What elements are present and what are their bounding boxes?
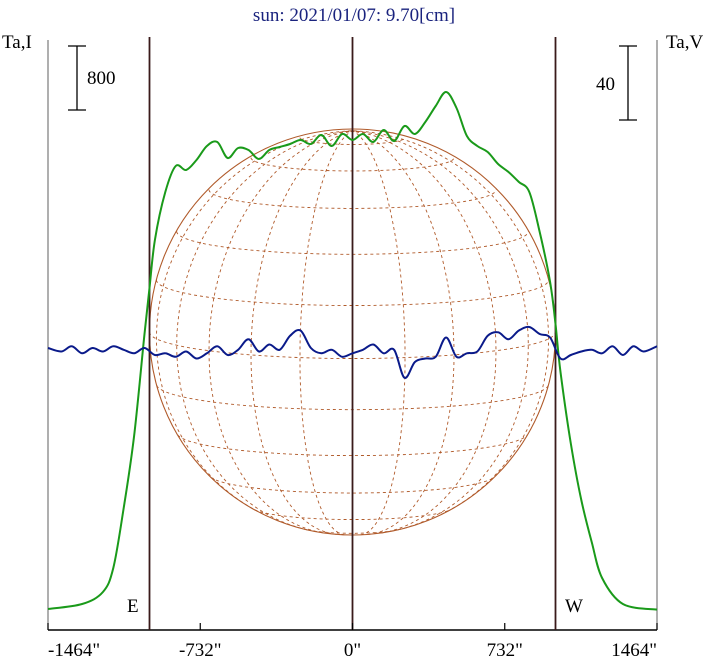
disk-meridian [176,130,353,531]
east-limb-label: E [127,596,139,617]
disk-parallel [299,137,406,145]
x-tick-label: 1464" [611,640,657,661]
x-tick-label: -1464" [48,640,100,661]
disk-parallel [149,331,556,359]
disk-parallel [210,476,495,494]
x-tick-label: 0" [344,640,361,661]
left-scale-bar: 800 [68,45,116,111]
left-axis-label: Ta,I [2,32,32,53]
disk-meridian [155,130,353,515]
chart-title: sun: 2021/01/07: 9.70[cm] [253,5,455,26]
disk-meridian [208,130,353,534]
limb-lines [148,37,557,630]
disk-meridian [352,130,529,531]
intensity-series-line [47,91,658,611]
disk-parallel [208,189,497,209]
polarization-series-line [47,325,658,379]
x-tick-label: -732" [179,640,222,661]
disk-meridian [299,130,353,536]
disk-meridian [352,130,550,515]
right-scale-bar: 40 [596,45,637,121]
disk-meridian [352,130,497,534]
left-scale-bar-label: 800 [87,68,116,89]
right-axis-label: Ta,V [666,32,703,53]
data-curves [47,91,658,611]
x-tick-label: 732" [487,640,523,661]
disk-meridian [352,130,455,535]
disk-meridian [250,130,353,535]
right-scale-bar-label: 40 [596,74,615,95]
disk-meridian [352,130,406,536]
disk-parallel [177,434,528,457]
west-limb-label: W [565,596,583,617]
disk-parallel [306,529,399,534]
x-axis-ticks: -1464" -732" 0" 732" 1464" [47,623,658,661]
